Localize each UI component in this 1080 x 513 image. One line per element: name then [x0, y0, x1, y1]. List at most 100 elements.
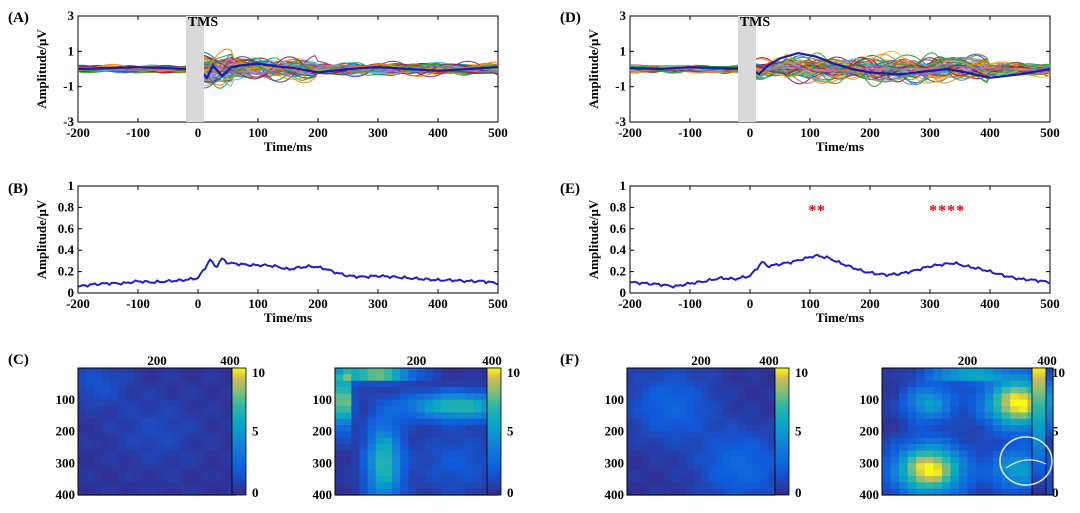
- heatmap-cell: [950, 399, 960, 407]
- heatmap-cell: [634, 475, 643, 483]
- tms-window: [738, 16, 756, 122]
- heatmap-cell: [730, 399, 739, 407]
- heatmap-cell: [701, 488, 709, 496]
- heatmap-cell: [701, 374, 709, 382]
- heatmap-cell: [1018, 393, 1028, 401]
- heatmap-cell: [220, 437, 229, 445]
- heatmap-cell: [745, 387, 754, 394]
- heatmap-cell: [993, 368, 1003, 375]
- heatmap-cell: [133, 399, 142, 407]
- heatmap-cell: [678, 469, 687, 477]
- heatmap-cell: [481, 368, 491, 375]
- heatmap-cell: [93, 412, 103, 420]
- heatmap-cell: [125, 412, 134, 420]
- heatmap-cell: [941, 425, 951, 433]
- heatmap-cell: [343, 399, 352, 407]
- x-axis-label: Time/ms: [264, 310, 312, 325]
- heatmap-cell: [752, 418, 761, 426]
- heatmap-cell: [172, 374, 182, 382]
- heatmap-cell: [899, 482, 909, 490]
- heatmap-cell: [708, 463, 717, 471]
- heatmap-cell: [671, 444, 680, 452]
- heatmap-cell: [933, 437, 943, 445]
- heatmap-y-tick-label: 200: [313, 424, 333, 439]
- x-tick-label: 200: [308, 125, 328, 140]
- heatmap-cell: [204, 368, 213, 375]
- heatmap-cell: [715, 374, 724, 382]
- heatmap-cell: [678, 368, 687, 375]
- heatmap-cell: [157, 431, 166, 439]
- heatmap-cell: [212, 450, 221, 458]
- heatmap-cell: [188, 399, 198, 407]
- mean-trace: [77, 62, 499, 80]
- heatmap-cell: [220, 368, 229, 375]
- heatmap-cell: [723, 399, 732, 407]
- heatmap-cell: [85, 475, 95, 483]
- heatmap-cell: [375, 444, 385, 452]
- heatmap-cell: [172, 431, 182, 439]
- heatmap-cell: [715, 469, 724, 477]
- heatmap-cell: [383, 456, 393, 464]
- heatmap-cell: [933, 380, 943, 388]
- heatmap-cell: [767, 368, 776, 375]
- heatmap-cell: [1001, 418, 1011, 426]
- heatmap-cell: [723, 412, 732, 420]
- heatmap-cell: [212, 412, 221, 420]
- heatmap-cell: [383, 412, 393, 420]
- heatmap-cell: [882, 406, 892, 414]
- heatmap-cell: [993, 475, 1003, 483]
- heatmap-cell: [157, 437, 166, 445]
- heatmap-cell: [924, 444, 934, 452]
- heatmap-cell: [424, 437, 434, 445]
- heatmap-cell: [745, 431, 754, 439]
- heatmap-cell: [933, 374, 943, 382]
- heatmap-cell: [408, 437, 418, 445]
- heatmap-x-tick-label: 400: [220, 353, 240, 368]
- heatmap-cell: [172, 425, 182, 433]
- heatmap-cell: [141, 399, 150, 407]
- heatmap-cell: [424, 450, 434, 458]
- heatmap-cell: [375, 437, 385, 445]
- heatmap-cell: [408, 431, 418, 439]
- heatmap-cell: [383, 475, 393, 483]
- heatmap-cell: [149, 437, 158, 445]
- heatmap-cell: [157, 406, 166, 414]
- heatmap-cell: [78, 380, 87, 388]
- heatmap-cell: [738, 368, 746, 375]
- heatmap-cell: [449, 488, 458, 496]
- heatmap-cell: [1044, 463, 1054, 471]
- heatmap-cell: [950, 368, 960, 375]
- heatmap-cell: [432, 399, 442, 407]
- heatmap-cell: [984, 393, 994, 401]
- heatmap-cell: [78, 463, 87, 471]
- heatmap-cell: [634, 387, 643, 394]
- heatmap-cell: [78, 431, 87, 439]
- heatmap-cell: [950, 482, 960, 490]
- heatmap-y-tick-label: 300: [56, 455, 76, 470]
- heatmap-cell: [708, 444, 717, 452]
- heatmap-cell: [924, 418, 934, 426]
- heatmap-cell: [424, 456, 434, 464]
- heatmap-cell: [649, 488, 658, 496]
- x-tick-label: -200: [618, 296, 642, 311]
- heatmap-cell: [424, 399, 434, 407]
- heatmap-cell: [359, 380, 369, 388]
- heatmap-cell: [664, 437, 672, 445]
- heatmap-cell: [367, 444, 377, 452]
- heatmap-cell: [890, 399, 900, 407]
- heatmap-cell: [408, 475, 418, 483]
- heatmap-cell: [916, 437, 926, 445]
- heatmap-cell: [481, 380, 491, 388]
- heatmap-cell: [85, 425, 95, 433]
- heatmap-cell: [950, 469, 960, 477]
- heatmap-cell: [93, 406, 103, 414]
- heatmap-cell: [916, 380, 926, 388]
- heatmap-cell: [180, 456, 190, 464]
- heatmap-cell: [117, 456, 126, 464]
- heatmap-cell: [627, 437, 635, 445]
- heatmap-cell: [383, 444, 393, 452]
- heatmap-y-tick-label: 400: [313, 487, 333, 502]
- heatmap-cell: [204, 431, 213, 439]
- heatmap-cell: [78, 406, 87, 414]
- heatmap-cell: [141, 393, 150, 401]
